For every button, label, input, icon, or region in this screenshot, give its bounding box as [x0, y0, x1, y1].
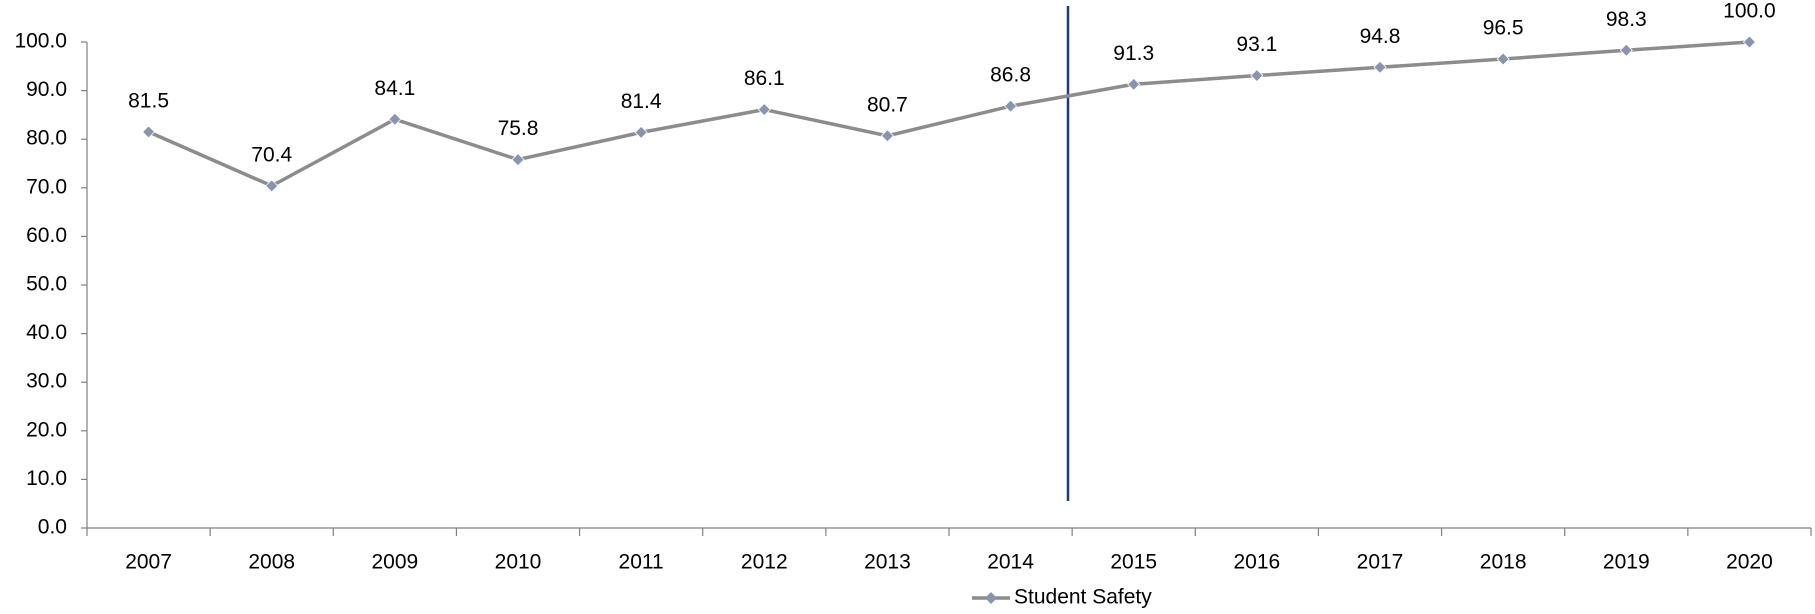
data-point — [1250, 68, 1264, 83]
y-tick-label: 30.0 — [26, 370, 67, 393]
data-label: 86.1 — [744, 67, 785, 90]
data-point — [1742, 35, 1756, 49]
data-label: 80.7 — [867, 93, 908, 116]
data-point — [634, 125, 648, 139]
data-label: 81.4 — [621, 90, 662, 113]
legend-marker — [985, 592, 997, 604]
data-point — [265, 179, 279, 193]
y-tick-label: 10.0 — [26, 467, 67, 490]
y-tick-label: 70.0 — [26, 175, 67, 198]
data-point — [757, 102, 771, 117]
data-point — [1373, 60, 1387, 74]
x-tick-label: 2020 — [1726, 551, 1773, 574]
data-point — [142, 125, 156, 139]
data-point — [1004, 99, 1018, 113]
data-label: 96.5 — [1483, 17, 1524, 40]
data-point — [1127, 77, 1141, 91]
y-tick-label: 60.0 — [26, 224, 67, 247]
data-point — [388, 112, 402, 126]
data-label: 70.4 — [251, 143, 292, 166]
x-tick-label: 2013 — [864, 551, 911, 574]
data-label: 94.8 — [1360, 25, 1401, 48]
data-label: 86.8 — [990, 64, 1031, 87]
legend-label: Student Safety — [1014, 586, 1152, 609]
data-point — [880, 129, 894, 143]
x-tick-label: 2014 — [987, 551, 1034, 574]
data-label: 84.1 — [374, 77, 415, 100]
data-point — [511, 153, 525, 167]
x-tick-label: 2010 — [495, 551, 542, 574]
y-tick-label: 20.0 — [26, 418, 67, 441]
data-label: 100.0 — [1723, 0, 1776, 23]
x-tick-label: 2019 — [1603, 551, 1650, 574]
data-label: 91.3 — [1113, 42, 1154, 65]
x-tick-label: 2015 — [1110, 551, 1157, 574]
x-tick-label: 2008 — [248, 551, 295, 574]
x-tick-label: 2016 — [1233, 551, 1280, 574]
x-tick-label: 2007 — [125, 551, 172, 574]
data-point — [1619, 43, 1633, 57]
y-tick-label: 40.0 — [26, 321, 67, 344]
data-label: 93.1 — [1236, 33, 1277, 56]
y-tick-label: 90.0 — [26, 78, 67, 101]
data-label: 81.5 — [128, 89, 169, 112]
x-tick-label: 2009 — [371, 551, 418, 574]
data-label: 75.8 — [498, 117, 539, 140]
x-tick-label: 2012 — [741, 551, 788, 574]
x-tick-label: 2017 — [1357, 551, 1404, 574]
x-tick-label: 2011 — [619, 551, 664, 574]
data-point — [1496, 52, 1510, 66]
data-label: 98.3 — [1606, 8, 1647, 31]
y-tick-label: 80.0 — [26, 127, 67, 150]
y-tick-label: 100.0 — [14, 30, 67, 53]
y-tick-label: 50.0 — [26, 273, 67, 296]
series-line — [147, 40, 1750, 188]
y-tick-label: 0.0 — [38, 516, 67, 539]
x-tick-label: 2018 — [1480, 551, 1527, 574]
